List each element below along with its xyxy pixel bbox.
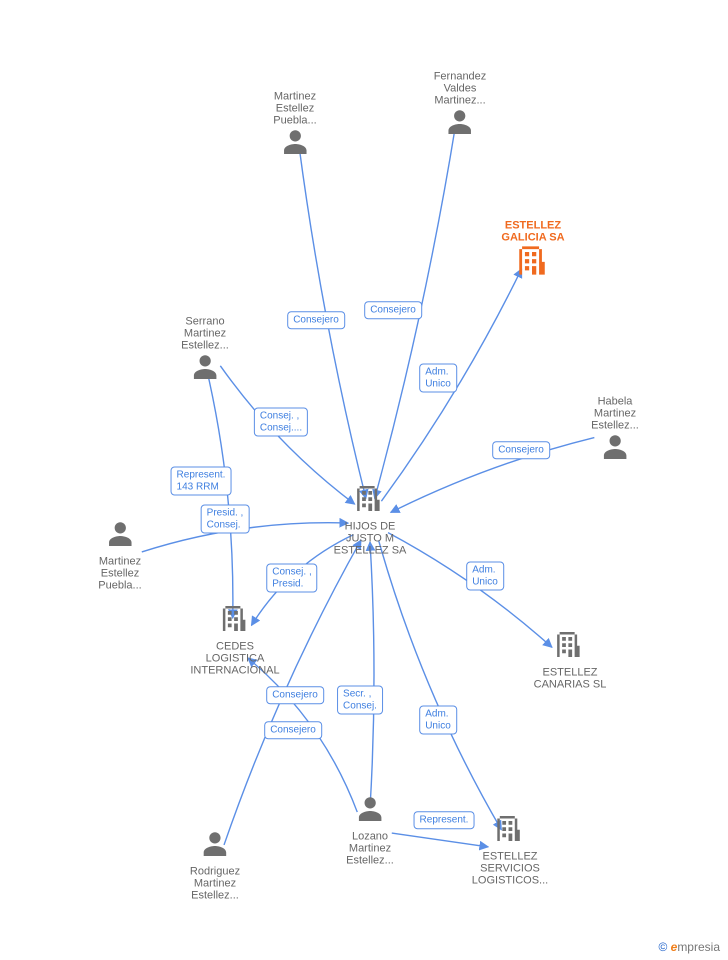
node-label: CEDESLOGISTICAINTERNACIONAL xyxy=(190,641,279,677)
edge-center-canarias xyxy=(388,533,552,648)
node-center[interactable]: HIJOS DEJUSTO MESTELLEZ SA xyxy=(334,484,407,557)
node-label: MartinezEstellezPuebla... xyxy=(98,556,141,592)
edge-martinez2-center xyxy=(142,523,348,552)
node-habela[interactable]: HabelaMartinezEstellez... xyxy=(591,394,639,467)
node-label: LozanoMartinezEstellez... xyxy=(346,831,394,867)
person-icon xyxy=(105,519,135,549)
person-icon xyxy=(600,432,630,462)
node-cedes[interactable]: CEDESLOGISTICAINTERNACIONAL xyxy=(190,604,279,677)
node-canarias[interactable]: ESTELLEZCANARIAS SL xyxy=(534,630,607,691)
edge-center-servicios xyxy=(379,540,502,829)
node-fernandez[interactable]: FernandezValdesMartinez... xyxy=(434,69,487,142)
copyright-brand-rest: mpresia xyxy=(677,940,720,954)
building-icon xyxy=(495,814,525,844)
node-servicios[interactable]: ESTELLEZSERVICIOSLOGISTICOS... xyxy=(472,814,548,887)
edge-serrano-cedes xyxy=(207,372,233,618)
node-serrano[interactable]: SerranoMartinezEstellez... xyxy=(181,314,229,387)
node-lozano[interactable]: LozanoMartinezEstellez... xyxy=(346,794,394,867)
edge-martinez1-center xyxy=(299,147,366,499)
person-icon xyxy=(200,829,230,859)
person-icon xyxy=(445,107,475,137)
edge-lozano-cedes xyxy=(248,658,358,812)
building-icon xyxy=(220,604,250,634)
node-martinez1[interactable]: MartinezEstellezPuebla... xyxy=(273,89,316,162)
copyright: © empresia xyxy=(658,940,720,954)
node-label: HIJOS DEJUSTO MESTELLEZ SA xyxy=(334,521,407,557)
node-galicia[interactable]: ESTELLEZGALICIA SA xyxy=(501,218,564,283)
edge-habela-center xyxy=(391,438,595,513)
node-label: ESTELLEZSERVICIOSLOGISTICOS... xyxy=(472,851,548,887)
edge-fernandez-center xyxy=(375,127,456,499)
node-label: RodriguezMartinezEstellez... xyxy=(190,866,240,902)
building-icon xyxy=(516,244,550,278)
node-label: ESTELLEZGALICIA SA xyxy=(501,220,564,244)
node-label: HabelaMartinezEstellez... xyxy=(591,396,639,432)
node-rodriguez[interactable]: RodriguezMartinezEstellez... xyxy=(190,829,240,902)
node-label: FernandezValdesMartinez... xyxy=(434,71,487,107)
person-icon xyxy=(280,127,310,157)
node-label: SerranoMartinezEstellez... xyxy=(181,316,229,352)
edge-rodriguez-center xyxy=(224,540,361,845)
person-icon xyxy=(190,352,220,382)
building-icon xyxy=(355,484,385,514)
edge-lozano-center xyxy=(370,542,374,808)
copyright-symbol: © xyxy=(658,940,667,954)
person-icon xyxy=(355,794,385,824)
node-label: MartinezEstellezPuebla... xyxy=(273,91,316,127)
node-martinez2[interactable]: MartinezEstellezPuebla... xyxy=(98,519,141,592)
network-diagram: ConsejeroConsejeroConsej. ,Consej....Rep… xyxy=(0,0,728,960)
building-icon xyxy=(555,630,585,660)
node-label: ESTELLEZCANARIAS SL xyxy=(534,667,607,691)
